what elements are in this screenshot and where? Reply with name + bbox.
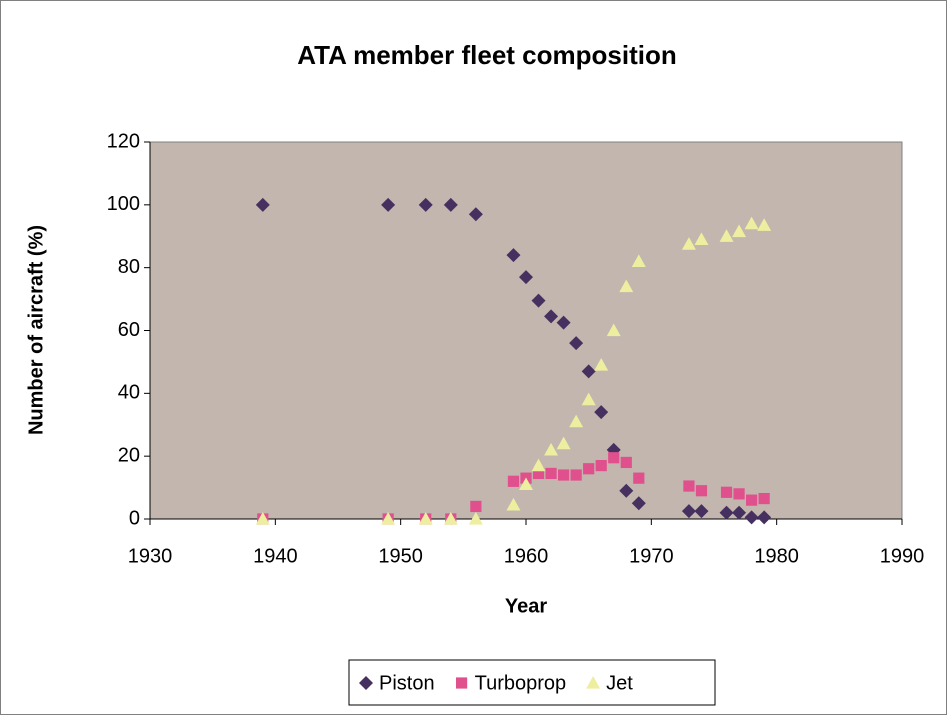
data-point <box>732 224 747 238</box>
x-tick-label: 1930 <box>128 545 173 567</box>
data-point <box>720 486 733 498</box>
x-tick-label: 1970 <box>629 545 674 567</box>
data-point <box>719 505 734 520</box>
legend-marker <box>359 676 373 690</box>
x-tick-label: 1980 <box>754 545 799 567</box>
data-point <box>443 197 458 212</box>
data-point <box>619 483 634 498</box>
legend-box <box>348 659 716 706</box>
y-tick-label: 0 <box>129 507 140 529</box>
data-point <box>545 467 557 480</box>
data-point <box>631 496 646 511</box>
y-axis-title: Number of aircraft (%) <box>25 225 47 435</box>
x-tick-label: 1990 <box>880 545 925 567</box>
data-point <box>531 293 546 308</box>
data-point <box>619 279 634 293</box>
data-point <box>569 336 584 351</box>
y-tick-label: 100 <box>107 193 140 215</box>
data-point <box>758 492 770 505</box>
legend: Piston Turboprop Jet <box>348 659 716 706</box>
data-point <box>757 510 772 525</box>
x-tick-label: 1940 <box>253 545 298 567</box>
data-point <box>581 364 596 379</box>
data-point <box>519 270 533 285</box>
data-point <box>470 500 482 513</box>
data-point <box>544 442 559 456</box>
chart-title: ATA member fleet composition <box>297 40 676 70</box>
data-point <box>381 197 396 212</box>
data-point <box>507 475 520 487</box>
data-point <box>531 458 546 472</box>
y-tick-label: 20 <box>118 444 140 466</box>
data-point <box>732 505 747 520</box>
data-point <box>631 254 646 267</box>
data-point <box>681 504 696 519</box>
legend-marker <box>586 676 601 689</box>
data-point <box>694 504 709 519</box>
data-point <box>595 459 607 472</box>
data-point <box>581 392 596 406</box>
data-point <box>506 497 521 511</box>
data-point <box>681 237 696 250</box>
data-point <box>569 414 584 428</box>
data-point <box>695 485 708 497</box>
x-tick-label: 1960 <box>504 545 549 567</box>
data-point <box>532 467 545 480</box>
x-axis-title: Year <box>505 595 547 617</box>
data-point <box>694 232 709 245</box>
data-point <box>519 477 533 491</box>
legend-marker <box>455 677 468 689</box>
data-point <box>506 248 521 263</box>
data-point <box>733 488 745 500</box>
legend-label: Piston <box>379 672 435 694</box>
data-point <box>468 207 483 222</box>
data-point <box>443 512 458 525</box>
data-point <box>744 510 759 525</box>
y-tick-label: 80 <box>118 256 140 278</box>
data-point <box>620 456 632 469</box>
plot-area <box>149 141 903 520</box>
y-tick-label: 120 <box>107 130 140 152</box>
data-point <box>606 323 621 337</box>
legend-label: Turboprop <box>475 672 567 694</box>
data-point <box>746 494 758 506</box>
data-point <box>544 309 559 324</box>
data-point <box>381 512 396 525</box>
data-point <box>594 358 609 371</box>
y-tick-label: 60 <box>118 319 140 341</box>
data-point <box>558 469 570 481</box>
data-point <box>468 512 483 525</box>
x-tick-label: 1950 <box>378 545 423 567</box>
data-point <box>255 512 270 525</box>
data-point <box>556 436 571 450</box>
data-point <box>570 469 582 481</box>
data-point <box>608 452 620 464</box>
data-point <box>633 472 645 484</box>
data-point <box>594 405 609 420</box>
data-point <box>719 229 734 242</box>
data-point <box>583 463 595 475</box>
data-point <box>418 512 433 525</box>
data-point <box>683 480 695 492</box>
y-tick-label: 40 <box>118 382 140 404</box>
data-point <box>744 216 759 230</box>
data-point <box>556 315 571 330</box>
data-point <box>757 218 772 231</box>
legend-label: Jet <box>606 672 633 694</box>
data-point <box>418 197 433 212</box>
data-point <box>255 197 270 212</box>
